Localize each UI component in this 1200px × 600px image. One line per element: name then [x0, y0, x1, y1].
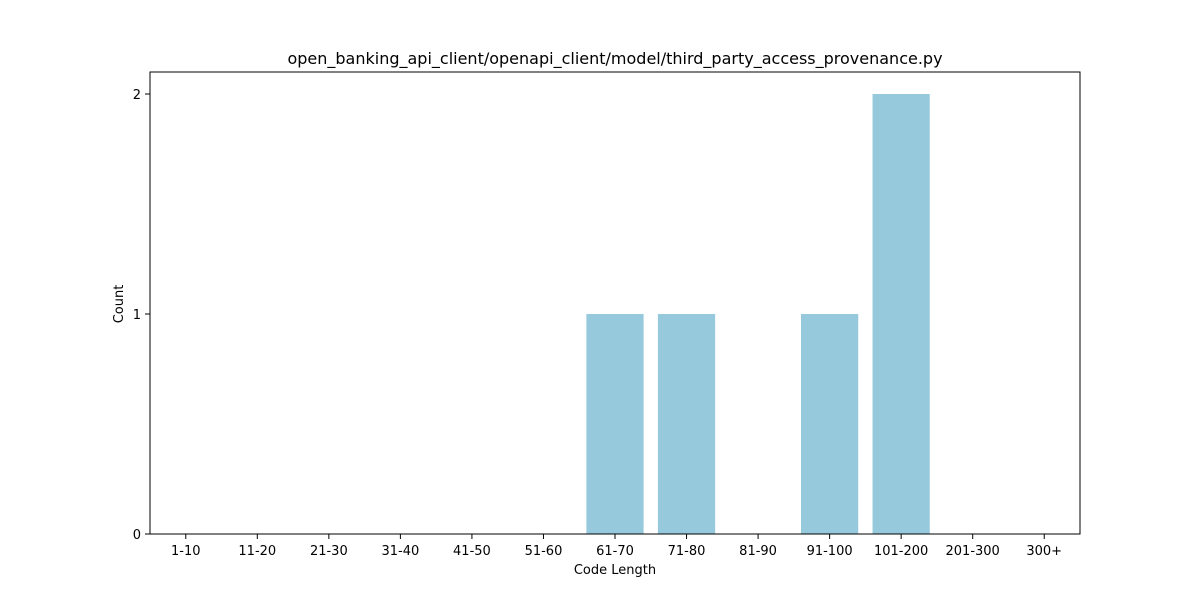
x-tick-label-41-50: 41-50 [453, 544, 491, 559]
x-tick-label-71-80: 71-80 [668, 544, 706, 559]
x-tick-label-101-200: 101-200 [874, 544, 928, 559]
x-tick-label-51-60: 51-60 [525, 544, 563, 559]
x-tick-label-21-30: 21-30 [310, 544, 348, 559]
x-tick-label-11-20: 11-20 [238, 544, 276, 559]
x-tick-label-31-40: 31-40 [381, 544, 419, 559]
x-tick-label-91-100: 91-100 [807, 544, 853, 559]
x-tick-label-81-90: 81-90 [739, 544, 777, 559]
y-tick-label-1: 1 [133, 308, 141, 323]
bar-71-80 [657, 314, 716, 534]
bar-91-100 [801, 314, 859, 534]
x-axis-label: Code Length [574, 563, 656, 578]
y-axis-label: Count [112, 285, 127, 324]
x-tick-label-1-10: 1-10 [171, 544, 201, 559]
x-tick-label-61-70: 61-70 [596, 544, 634, 559]
bars-layer [586, 94, 930, 534]
bar-101-200 [872, 94, 930, 534]
bar-61-70 [586, 314, 644, 534]
y-tick-label-2: 2 [133, 88, 141, 103]
chart-title: open_banking_api_client/openapi_client/m… [287, 49, 942, 69]
axes-layer: 1-10 11-20 21-30 31-40 41-50 51-60 61-70 71-80 8… [133, 71, 1081, 559]
x-tick-label-201-300: 201-300 [946, 544, 1000, 559]
y-tick-label-0: 0 [133, 528, 141, 543]
x-tick-label-300+: 300+ [1026, 544, 1062, 559]
